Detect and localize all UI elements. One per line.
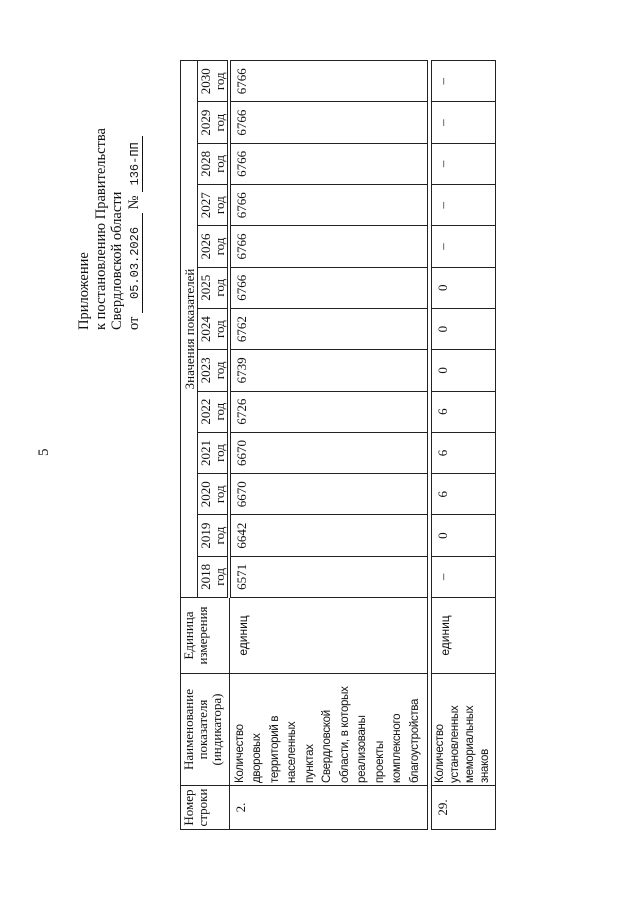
- header-year: 2029 год: [197, 101, 229, 144]
- indicator-name: Количество установленных мемориальных знако…: [431, 673, 495, 786]
- appendix-title: Приложение: [76, 252, 92, 330]
- date-value: 05.03.2026: [128, 212, 143, 313]
- value-cell: 6766: [229, 60, 427, 102]
- value-cell: 6: [431, 391, 495, 433]
- header-indicator-name: Наименование показателя (индикатора): [180, 673, 229, 786]
- header-values-group: Значения показателей: [180, 60, 198, 598]
- value-cell: 6726: [229, 391, 427, 433]
- table-row: 29. Количество установленных мемориальных зн…: [431, 60, 495, 830]
- header-year: 2024 год: [197, 308, 229, 350]
- header-year: 2022 год: [197, 391, 229, 433]
- value-cell: 6766: [229, 225, 427, 268]
- indicator-name-line: пунктах: [303, 744, 316, 783]
- header-year: 2019 год: [197, 514, 229, 557]
- header-year: 2018 год: [197, 556, 229, 598]
- value-cell: 6: [431, 473, 495, 515]
- indicators-table: Номер строки Наименование показателя (ин…: [180, 60, 496, 830]
- value-cell: 6766: [229, 267, 427, 309]
- value-cell: –: [431, 101, 495, 144]
- value-cell: 0: [431, 514, 495, 557]
- indicator-name-line: реализованы: [356, 715, 368, 783]
- indicator-name-line: мемориальных: [463, 705, 476, 783]
- indicator-name-line: благоустройства: [408, 698, 421, 783]
- value-cell: 0: [431, 267, 495, 309]
- number-label: №: [125, 195, 142, 210]
- header-year: 2021 год: [197, 432, 229, 474]
- unit-cell: единиц: [229, 597, 427, 674]
- value-cell: –: [431, 556, 495, 598]
- indicator-name-line: проекты: [373, 740, 386, 783]
- appendix-line: Свердловской области: [109, 191, 125, 330]
- header-unit: Единица измерения: [180, 597, 229, 674]
- header-year: 2026 год: [197, 225, 229, 268]
- header-year: 2020 год: [197, 473, 229, 515]
- header-year: 2023 год: [197, 349, 229, 392]
- value-cell: 6766: [229, 101, 427, 144]
- value-cell: –: [431, 225, 495, 268]
- value-cell: 6739: [229, 349, 427, 392]
- value-cell: 0: [431, 308, 495, 350]
- appendix-date-line: от 05.03.2026 № 136-ПП: [126, 128, 143, 330]
- value-cell: 0: [431, 349, 495, 392]
- value-cell: 6766: [229, 143, 427, 185]
- indicator-name-line: территорий в: [268, 715, 281, 783]
- value-cell: 6670: [229, 432, 427, 474]
- number-value: 136-ПП: [128, 135, 143, 192]
- header-row-number: Номер строки: [180, 785, 229, 830]
- from-label: от: [125, 316, 142, 330]
- header-year: 2028 год: [197, 143, 229, 185]
- value-cell: 6: [431, 432, 495, 474]
- indicator-name-line: комплексного: [391, 713, 403, 783]
- row-number: 2.: [229, 785, 427, 830]
- indicator-name: Количество дворовых территорий в населенных…: [229, 673, 427, 786]
- header-year: 2027 год: [197, 184, 229, 226]
- value-cell: 6762: [229, 308, 427, 350]
- appendix-line: к постановлению Правительства: [92, 128, 109, 330]
- header-year: 2030 год: [197, 60, 229, 102]
- indicator-name-line: знаков: [478, 749, 491, 783]
- indicator-name-line: населенных: [286, 721, 298, 783]
- page-number: 5: [36, 448, 52, 457]
- unit-cell: единиц: [431, 597, 495, 674]
- value-cell: –: [431, 60, 495, 102]
- value-cell: 6670: [229, 473, 427, 515]
- indicator-name-line: установленных: [448, 705, 461, 783]
- indicator-name-line: Свердловской: [321, 710, 333, 783]
- indicators-table-header-part: Номер строки Наименование показателя (ин…: [180, 60, 428, 830]
- value-cell: –: [431, 143, 495, 185]
- indicator-name-line: дворовых: [251, 733, 263, 783]
- table-row: 2. Количество дворовых территорий в населенн…: [229, 60, 427, 830]
- indicator-name-line: области, в которых: [338, 686, 351, 783]
- indicators-table-continued: 29. Количество установленных мемориальных зн…: [431, 60, 496, 830]
- indicator-name-line: Количество: [233, 724, 246, 783]
- header-year: 2025 год: [197, 267, 229, 309]
- row-number: 29.: [431, 785, 495, 830]
- value-cell: 6642: [229, 514, 427, 557]
- appendix-header: Приложение к постановлению Правительства…: [76, 128, 143, 330]
- value-cell: –: [431, 184, 495, 226]
- value-cell: 6766: [229, 184, 427, 226]
- value-cell: 6571: [229, 556, 427, 598]
- indicator-name-line: Количество: [433, 724, 446, 783]
